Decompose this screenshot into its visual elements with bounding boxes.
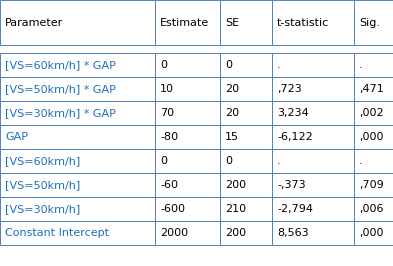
Bar — [220, 149, 272, 173]
Text: 2000: 2000 — [160, 228, 188, 238]
Bar — [354, 197, 393, 221]
Text: ,006: ,006 — [359, 204, 384, 214]
Text: 200: 200 — [225, 228, 246, 238]
Bar — [155, 101, 220, 125]
Text: ,709: ,709 — [359, 180, 384, 190]
Text: -80: -80 — [160, 132, 178, 142]
Bar — [0, 53, 155, 77]
Text: -600: -600 — [160, 204, 185, 214]
Bar — [155, 53, 220, 77]
Text: [VS=30km/h]: [VS=30km/h] — [5, 204, 80, 214]
Text: .: . — [277, 60, 281, 70]
Text: 8,563: 8,563 — [277, 228, 309, 238]
Bar — [0, 221, 155, 245]
Bar — [272, 149, 354, 173]
Bar — [354, 0, 393, 45]
Text: Parameter: Parameter — [5, 18, 63, 27]
Bar — [354, 125, 393, 149]
Bar — [272, 53, 354, 77]
Text: [VS=60km/h] * GAP: [VS=60km/h] * GAP — [5, 60, 116, 70]
Text: ,000: ,000 — [359, 132, 384, 142]
Text: -,373: -,373 — [277, 180, 306, 190]
Bar — [354, 53, 393, 77]
Text: [VS=60km/h]: [VS=60km/h] — [5, 156, 80, 166]
Bar — [0, 149, 155, 173]
Text: 200: 200 — [225, 180, 246, 190]
Bar — [0, 101, 155, 125]
Text: -2,794: -2,794 — [277, 204, 313, 214]
Bar — [155, 0, 220, 45]
Bar — [220, 197, 272, 221]
Bar — [272, 125, 354, 149]
Text: SE: SE — [225, 18, 239, 27]
Text: 0: 0 — [160, 60, 167, 70]
Text: GAP: GAP — [5, 132, 28, 142]
Text: 70: 70 — [160, 108, 174, 118]
Bar — [155, 77, 220, 101]
Text: ,723: ,723 — [277, 84, 302, 94]
Text: 0: 0 — [160, 156, 167, 166]
Bar — [354, 101, 393, 125]
Text: 20: 20 — [225, 84, 239, 94]
Text: .: . — [359, 156, 363, 166]
Bar — [0, 0, 155, 45]
Text: .: . — [359, 60, 363, 70]
Text: 15: 15 — [225, 132, 239, 142]
Bar — [220, 173, 272, 197]
Bar — [155, 197, 220, 221]
Bar — [220, 125, 272, 149]
Bar — [155, 125, 220, 149]
Bar — [220, 77, 272, 101]
Text: 0: 0 — [225, 60, 232, 70]
Bar — [155, 221, 220, 245]
Bar — [354, 77, 393, 101]
Bar — [272, 173, 354, 197]
Bar — [0, 197, 155, 221]
Bar — [220, 101, 272, 125]
Text: -60: -60 — [160, 180, 178, 190]
Text: t-statistic: t-statistic — [277, 18, 329, 27]
Bar — [155, 149, 220, 173]
Bar — [354, 221, 393, 245]
Bar — [220, 53, 272, 77]
Text: [VS=50km/h]: [VS=50km/h] — [5, 180, 80, 190]
Bar — [155, 173, 220, 197]
Bar — [354, 173, 393, 197]
Bar — [272, 77, 354, 101]
Text: .: . — [277, 156, 281, 166]
Text: Constant Intercept: Constant Intercept — [5, 228, 109, 238]
Text: 210: 210 — [225, 204, 246, 214]
Text: 10: 10 — [160, 84, 174, 94]
Bar — [0, 173, 155, 197]
Text: ,002: ,002 — [359, 108, 384, 118]
Text: Sig.: Sig. — [359, 18, 380, 27]
Text: [VS=50km/h] * GAP: [VS=50km/h] * GAP — [5, 84, 116, 94]
Bar — [220, 0, 272, 45]
Text: Estimate: Estimate — [160, 18, 209, 27]
Text: -6,122: -6,122 — [277, 132, 313, 142]
Text: ,000: ,000 — [359, 228, 384, 238]
Text: ,471: ,471 — [359, 84, 384, 94]
Text: [VS=30km/h] * GAP: [VS=30km/h] * GAP — [5, 108, 116, 118]
Bar — [272, 101, 354, 125]
Bar — [272, 221, 354, 245]
Text: 20: 20 — [225, 108, 239, 118]
Bar — [354, 149, 393, 173]
Text: 3,234: 3,234 — [277, 108, 309, 118]
Bar — [272, 197, 354, 221]
Text: 0: 0 — [225, 156, 232, 166]
Bar — [272, 0, 354, 45]
Bar — [0, 77, 155, 101]
Bar — [0, 125, 155, 149]
Bar — [220, 221, 272, 245]
